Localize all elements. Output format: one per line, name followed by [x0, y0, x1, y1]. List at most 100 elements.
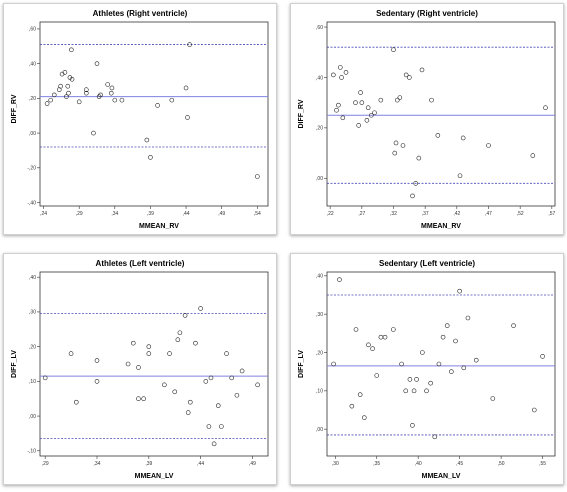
data-point [119, 97, 125, 103]
x-tick-label: ,50 [498, 461, 505, 467]
y-tick-label: ,00 [29, 131, 36, 137]
data-point [69, 76, 75, 82]
data-point [146, 351, 152, 356]
panel-athletes-rv: Athletes (Right ventricle) MMEAN_RV DIFF… [3, 3, 277, 235]
data-point [331, 361, 336, 367]
data-point [185, 410, 191, 415]
data-point [69, 47, 74, 53]
y-axis-label: DIFF_RV [11, 94, 18, 123]
data-point [206, 424, 212, 429]
y-tick-label: ,40 [29, 275, 36, 281]
y-tick-label: ,00 [316, 176, 323, 182]
y-tick-label: ,60 [29, 27, 36, 33]
x-tick-label: ,29 [42, 461, 49, 467]
y-tick-label: ,00 [316, 427, 323, 433]
data-point [349, 403, 355, 409]
y-tick-label: ,60 [316, 25, 323, 31]
data-point [359, 100, 365, 105]
data-point [229, 375, 235, 381]
x-tick-label: ,24 [40, 211, 47, 217]
y-tick-label: ,00 [29, 414, 36, 420]
y-tick-label: ,40 [29, 61, 36, 67]
data-point [105, 82, 110, 87]
y-tick-label: ,30 [316, 312, 323, 318]
data-point [65, 83, 71, 89]
data-point [219, 424, 224, 429]
y-tick-label: ,30 [29, 310, 36, 316]
data-point [193, 340, 198, 346]
data-point [148, 155, 153, 160]
x-tick-label: ,22 [327, 211, 334, 217]
data-point [400, 143, 406, 148]
data-point [414, 377, 419, 382]
chart-sedentary-rv: Sedentary (Right ventricle) MMEAN_RV DIF… [298, 9, 556, 230]
data-point [420, 350, 425, 355]
data-point [444, 323, 450, 328]
data-point [169, 97, 175, 103]
data-point [436, 361, 442, 367]
data-point [66, 90, 71, 96]
data-point [172, 389, 178, 395]
x-tick-label: ,44 [197, 461, 204, 467]
data-point [239, 368, 245, 374]
data-point [177, 330, 183, 336]
data-point [208, 375, 214, 381]
data-point [395, 97, 400, 103]
data-point [364, 118, 370, 123]
data-point [382, 334, 388, 340]
data-point [343, 70, 349, 75]
x-tick-label: ,35 [373, 461, 380, 467]
data-point [357, 392, 363, 397]
panel-sedentary-rv: Sedentary (Right ventricle) MMEAN_RV DIF… [290, 3, 564, 235]
data-point [112, 97, 118, 103]
data-point [336, 102, 341, 108]
data-point [403, 388, 409, 394]
data-point [44, 101, 50, 106]
data-point [211, 441, 217, 447]
x-tick-label: ,52 [517, 211, 524, 217]
data-point [331, 72, 336, 78]
data-point [337, 65, 343, 70]
data-point [403, 72, 409, 78]
data-point [125, 361, 131, 367]
data-point [130, 340, 136, 346]
x-tick-label: ,55 [539, 461, 546, 467]
data-point [255, 382, 260, 388]
data-point [51, 92, 57, 98]
data-point [215, 403, 221, 408]
data-point [358, 90, 363, 95]
x-axis-label: MMEAN_LV [135, 473, 174, 480]
data-point [141, 396, 146, 402]
x-tick-label: ,57 [548, 211, 555, 217]
data-point [334, 107, 339, 113]
data-point [94, 379, 100, 384]
data-point [407, 75, 412, 80]
data-point [76, 99, 82, 105]
data-point [144, 137, 150, 143]
data-point [175, 337, 181, 342]
data-point [407, 377, 413, 382]
data-point [378, 97, 384, 103]
x-tick-label: ,49 [249, 461, 256, 467]
data-point [453, 338, 458, 344]
y-axis-label: DIFF_LV [11, 350, 18, 378]
data-point [511, 323, 516, 328]
data-point [339, 75, 344, 80]
x-tick-label: ,40 [415, 461, 422, 467]
data-point [187, 399, 193, 405]
x-tick-label: ,39 [145, 461, 152, 467]
plot-area [39, 21, 269, 207]
data-point [91, 130, 96, 136]
data-point [457, 288, 462, 294]
data-point [337, 277, 342, 282]
chart-athletes-rv: Athletes (Right ventricle) MMEAN_RV DIFF… [11, 9, 269, 230]
data-point [530, 153, 536, 158]
data-point [362, 415, 367, 420]
data-point [540, 354, 545, 359]
x-tick-label: ,39 [147, 211, 154, 217]
data-point [419, 67, 425, 73]
data-point [365, 105, 371, 110]
data-point [94, 358, 100, 363]
x-tick-label: ,49 [218, 211, 225, 217]
data-point [84, 87, 89, 92]
